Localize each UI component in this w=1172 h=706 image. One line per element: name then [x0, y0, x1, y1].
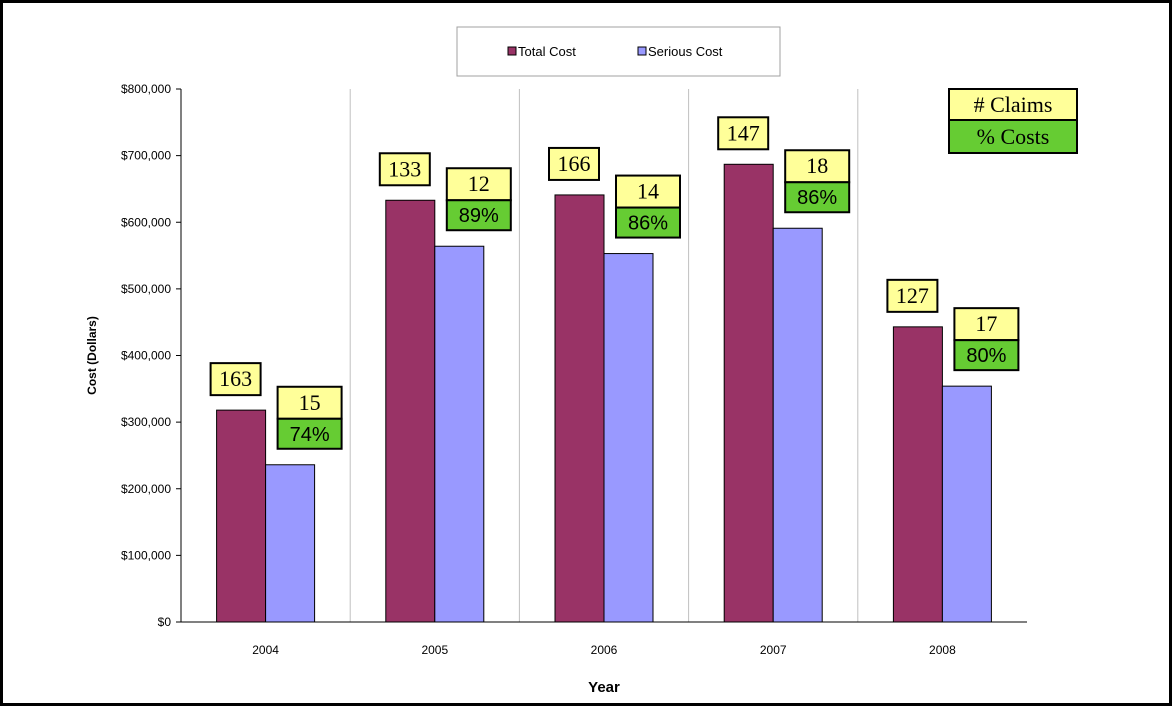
x-tick-label: 2006: [591, 643, 618, 657]
y-tick-label: $100,000: [121, 548, 171, 562]
total-claims-label: 147: [727, 120, 760, 145]
total-claims-box: [378, 152, 431, 187]
bar-serious-cost: [265, 464, 316, 623]
serious-cost-pct-box: [445, 199, 512, 232]
x-tick-label: 2008: [929, 643, 956, 657]
bar-total-cost: [385, 199, 436, 623]
x-tick-label: 2004: [252, 643, 279, 657]
serious-cost-pct-label: 89%: [459, 205, 499, 227]
bar-total-cost: [554, 194, 605, 623]
y-tick-label: $300,000: [121, 415, 171, 429]
legend-swatch-serious-cost: [637, 46, 647, 56]
key-claims-box: [948, 88, 1078, 121]
y-tick-label: $700,000: [121, 149, 171, 163]
bar-serious-cost: [603, 253, 654, 623]
bar-total-cost: [723, 163, 774, 623]
x-tick-label: 2005: [421, 643, 448, 657]
bar-serious-cost: [772, 227, 823, 623]
y-tick-label: $800,000: [121, 82, 171, 96]
total-claims-label: 163: [219, 366, 252, 391]
legend-swatch-total-cost: [507, 46, 517, 56]
bar-total-cost: [892, 326, 943, 623]
bar-serious-cost: [941, 385, 992, 623]
bar-total-cost: [216, 409, 267, 623]
serious-cost-pct-label: 86%: [797, 187, 837, 209]
legend-box: [456, 26, 781, 77]
total-claims-label: 133: [388, 156, 421, 181]
y-tick-label: $200,000: [121, 482, 171, 496]
serious-claims-box: [953, 307, 1020, 342]
key-costs-label: % Costs: [977, 124, 1050, 149]
x-axis-title: Year: [588, 679, 620, 696]
total-claims-label: 127: [896, 283, 929, 308]
total-claims-box: [209, 362, 262, 397]
total-claims-box: [717, 116, 770, 151]
serious-cost-pct-box: [784, 181, 851, 214]
serious-cost-pct-box: [276, 417, 343, 450]
total-claims-label: 166: [558, 151, 591, 176]
serious-cost-pct-box: [953, 339, 1020, 372]
serious-claims-label: 15: [299, 390, 321, 415]
legend-label-serious-cost: Serious Cost: [648, 44, 723, 59]
serious-claims-box: [276, 385, 343, 420]
serious-claims-label: 12: [468, 171, 490, 196]
serious-cost-pct-box: [615, 206, 681, 239]
serious-cost-pct-label: 80%: [966, 345, 1006, 367]
key-claims-label: # Claims: [974, 92, 1053, 117]
serious-claims-box: [784, 149, 851, 184]
total-claims-box: [548, 146, 600, 181]
serious-claims-label: 17: [975, 311, 997, 336]
key-costs-box: [948, 119, 1078, 154]
y-tick-label: $400,000: [121, 349, 171, 363]
bar-serious-cost: [434, 245, 485, 623]
serious-claims-label: 14: [637, 179, 659, 204]
serious-cost-pct-label: 86%: [628, 213, 668, 235]
total-claims-box: [886, 278, 939, 313]
legend-label-total-cost: Total Cost: [518, 44, 576, 59]
y-tick-label: $600,000: [121, 215, 171, 229]
y-axis-title: Cost (Dollars): [85, 316, 99, 395]
serious-cost-pct-label: 74%: [290, 424, 330, 446]
x-tick-label: 2007: [760, 643, 787, 657]
y-tick-label: $0: [158, 615, 172, 629]
serious-claims-label: 18: [806, 153, 828, 178]
y-tick-label: $500,000: [121, 282, 171, 296]
